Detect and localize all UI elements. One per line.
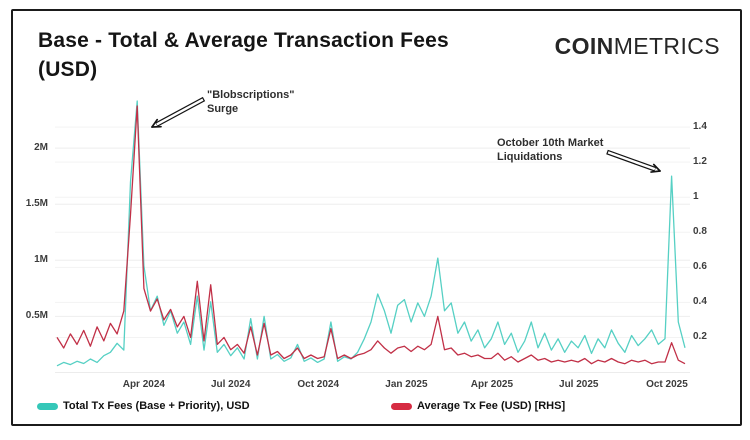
left-axis-tick-label: 1M [34,254,48,266]
average-fee-swatch-icon [391,402,412,410]
coinmetrics-logo: COINMETRICS [545,33,720,60]
annotation-october-line2: Liquidations [497,151,563,163]
legend-item-average-fee[interactable]: Average Tx Fee (USD) [RHS] [391,399,565,413]
annotation-blobscriptions-line1: "Blobscriptions" [207,89,295,101]
x-axis-tick-label: Jan 2025 [385,379,428,390]
right-axis-tick-label: 0.2 [693,331,707,343]
right-axis-tick-label: 1 [693,191,699,203]
left-axis-tick-label: 2M [34,142,48,154]
x-axis-tick-label: Jul 2025 [559,379,599,390]
page-title: Base - Total & Average Transaction Fees … [38,26,518,84]
x-axis-tick-label: Oct 2025 [646,379,688,390]
right-axis-tick-label: 0.6 [693,261,707,273]
right-axis-tick-label: 0.8 [693,226,707,238]
x-axis-tick-label: Oct 2024 [297,379,340,390]
right-axis-tick-label: 1.4 [693,121,707,133]
legend-item-total-fees[interactable]: Total Tx Fees (Base + Priority), USD [37,399,250,413]
annotation-blobscriptions: "Blobscriptions" Surge [207,88,327,116]
annotation-blobscriptions-line2: Surge [207,103,239,115]
legend: Total Tx Fees (Base + Priority), USD Ave… [0,397,750,415]
left-axis-tick-label: 0.5M [25,310,48,322]
x-axis-tick-label: Apr 2024 [122,379,165,390]
x-axis-tick-label: Apr 2025 [470,379,514,390]
right-axis-tick-label: 1.2 [693,156,707,168]
legend-label-average-fee: Average Tx Fee (USD) [RHS] [417,400,566,412]
left-axis-tick-label: 1.5M [25,198,48,210]
annotation-october-line1: October 10th Market [497,137,604,149]
title-line-1: Base - Total & Average Transaction Fees [38,29,449,52]
logo-light-text: METRICS [613,33,720,59]
title-line-2: (USD) [38,58,98,81]
logo-bold-text: COIN [554,33,614,59]
x-axis-tick-label: Jul 2024 [210,379,251,390]
annotation-october-liquidations: October 10th Market Liquidations [497,136,627,164]
plot-area[interactable] [55,90,685,373]
right-axis-tick-label: 0.4 [693,296,707,308]
total-fees-swatch-icon [37,402,58,410]
legend-label-total-fees: Total Tx Fees (Base + Priority), USD [63,400,250,412]
